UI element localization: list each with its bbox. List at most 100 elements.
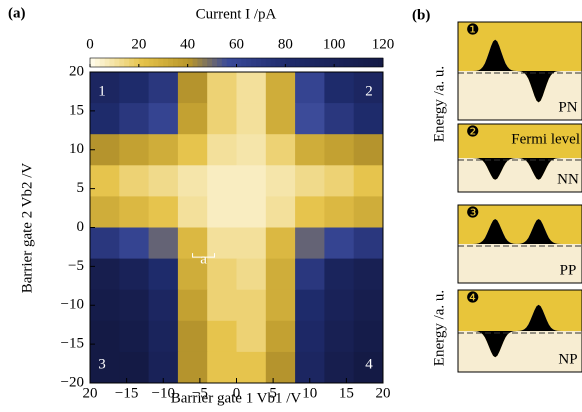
colorbar-segment (212, 58, 218, 67)
heatmap-cell (177, 134, 208, 166)
colorbar-tick-label: 20 (131, 36, 146, 52)
colorbar-segment (324, 58, 330, 67)
colorbar-segment (99, 58, 106, 67)
colorbar-segment (275, 58, 281, 67)
heatmap-cell (295, 165, 325, 197)
panel-name: NP (558, 351, 577, 367)
band-diagram: ❸ PP (457, 204, 582, 284)
y-axis-label: Barrier gate 2 Vb2 /V (19, 163, 35, 294)
colorbar-segment (197, 58, 203, 67)
x-tick-label: −15 (115, 385, 138, 401)
heatmap-cell (265, 227, 296, 260)
heatmap-cell (207, 351, 237, 384)
heatmap-cell (90, 165, 120, 197)
x-tick-label: −10 (152, 385, 175, 401)
heatmap-cell (148, 103, 179, 135)
heatmap-cell (324, 196, 355, 228)
x-tick-label: −5 (192, 385, 208, 401)
heatmap-cell (236, 196, 267, 228)
heatmap-cell (236, 258, 267, 291)
colorbar-segment (343, 58, 350, 67)
colorbar-segment (236, 58, 242, 67)
heatmap-cell (353, 196, 384, 228)
carrier-fill (458, 304, 582, 358)
band-diagram: ❷ NN (457, 123, 582, 193)
heatmap-cell (119, 320, 150, 353)
heatmap-cell (119, 289, 150, 322)
heatmap-cell (119, 72, 150, 104)
y-tick-label: −20 (61, 374, 84, 390)
colorbar-tick-label: 100 (323, 36, 346, 52)
x-tick-label: 5 (269, 385, 277, 401)
heatmap-cell (265, 134, 296, 166)
heatmap-cell (236, 103, 267, 135)
heatmap-cell (207, 289, 237, 322)
colorbar-segment (163, 58, 169, 67)
panel-name: PP (560, 262, 577, 278)
heatmap-cell (207, 196, 237, 228)
band-diagram: ❶ PN (457, 21, 582, 121)
panel-name: NN (557, 171, 579, 187)
marker-label: a (200, 252, 207, 268)
heatmap-cell (353, 165, 384, 197)
heatmap-cell (148, 196, 179, 228)
heatmap-cell (119, 258, 150, 291)
heatmap-cell (265, 165, 296, 197)
colorbar-segment (231, 58, 237, 67)
y-tick-label: −10 (61, 297, 84, 313)
y-tick-label: −15 (61, 336, 84, 352)
heatmap-cell (90, 258, 120, 291)
y-tick-label: 20 (69, 63, 84, 79)
panel-frame (457, 21, 582, 121)
valence-region (458, 158, 582, 192)
carrier-fill (458, 39, 582, 103)
colorbar-segment (153, 58, 159, 67)
colorbar-segment (187, 58, 194, 67)
heatmap-cell (265, 72, 296, 104)
heatmap-cell (295, 134, 325, 166)
heatmap-cell (207, 320, 237, 353)
heatmap-cell (353, 103, 384, 135)
heatmap-cell (148, 134, 179, 166)
colorbar-segment (158, 58, 164, 67)
colorbar-segment (109, 58, 115, 67)
heatmap-cell (148, 258, 179, 291)
heatmap-cell (90, 72, 120, 104)
y-tick-label: −5 (68, 258, 84, 274)
corner-label: 3 (98, 356, 106, 372)
panel-number: ❷ (466, 124, 479, 140)
heatmap-cell (177, 289, 208, 322)
colorbar-segment (202, 58, 208, 67)
colorbar-segment (138, 58, 145, 67)
colorbar-segment (256, 58, 262, 67)
colorbar-segment (339, 58, 345, 67)
colorbar-segment (221, 58, 228, 67)
heatmap-cell (295, 103, 325, 135)
colorbar-segment (368, 58, 374, 67)
heatmap-cell (207, 134, 237, 166)
heatmap-cell (324, 134, 355, 166)
colorbar-segment (314, 58, 321, 67)
colorbar-segment (90, 58, 96, 67)
panel-frame (457, 204, 582, 284)
heatmap-cell (353, 227, 384, 260)
heatmap-cell (236, 72, 267, 104)
colorbar-segment (353, 58, 360, 67)
heatmap-cell (265, 196, 296, 228)
corner-label: 4 (365, 356, 373, 372)
heatmap-cell (265, 351, 296, 384)
colorbar-segment (358, 58, 364, 67)
heatmap-cell (295, 227, 325, 260)
y-tick-label: 0 (77, 219, 85, 235)
heatmap-cell (353, 134, 384, 166)
colorbar-segment (285, 58, 291, 67)
colorbar-segment (114, 58, 120, 67)
colorbar-label: Current I /pA (196, 6, 277, 22)
heatmap-cell (177, 196, 208, 228)
heatmap-cell (265, 103, 296, 135)
colorbar-segment (329, 58, 335, 67)
x-axis-label: Barrier gate 1 Vb1 /V (171, 390, 302, 406)
heatmap-cell (90, 351, 120, 384)
heatmap-cell (119, 165, 150, 197)
colorbar-segment (304, 58, 311, 67)
